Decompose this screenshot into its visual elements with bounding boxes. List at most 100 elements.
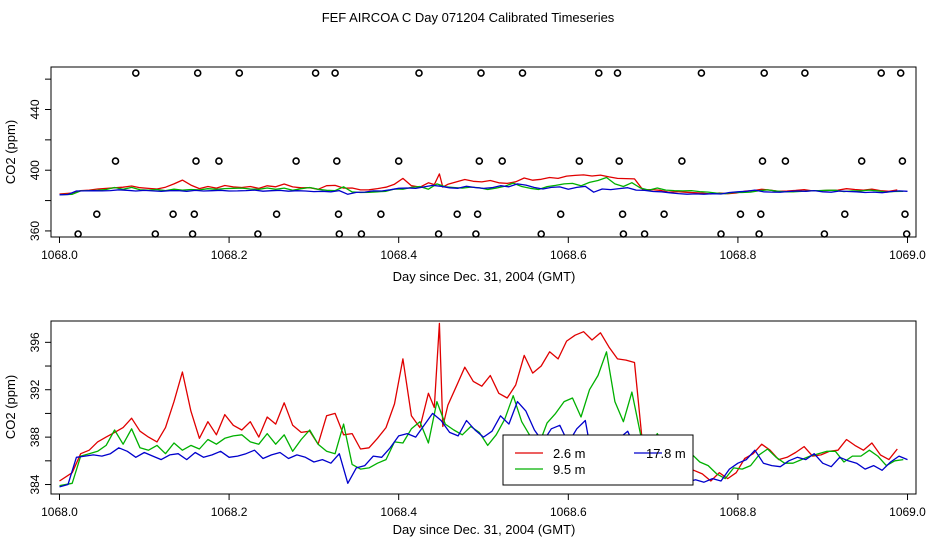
legend-label-17-8m: 17.8 m <box>646 446 686 461</box>
bottom-panel: 1068.0 1068.2 1068.4 1068.6 1068.8 1069.0 384 3… <box>3 320 926 537</box>
calibration-point <box>415 69 423 77</box>
calibration-point <box>781 157 790 165</box>
calibration-point <box>660 210 668 218</box>
calibration-point <box>898 157 907 165</box>
calibration-point <box>453 210 462 218</box>
calibration-point <box>357 230 366 238</box>
calibration-point <box>556 210 565 218</box>
calibration-point <box>619 230 628 238</box>
calibration-point <box>377 210 385 218</box>
calibration-point <box>877 69 886 77</box>
figure-title: FEF AIRCOA C Day 071204 Calibrated Times… <box>322 10 615 25</box>
calibration-point <box>901 210 909 218</box>
series-line-17-8-m <box>59 400 908 488</box>
calibration-point <box>74 230 82 238</box>
calibration-point <box>755 230 763 238</box>
calibration-point <box>820 230 829 238</box>
top-x-tick-label: 1068.0 <box>41 248 78 262</box>
top-x-tick-label: 1069.0 <box>889 248 926 262</box>
calibration-point <box>188 230 197 238</box>
top-panel: 1068.0 1068.2 1068.4 1068.6 1068.8 1069.0 360 4… <box>3 66 926 284</box>
calibration-point <box>472 230 480 238</box>
calibration-point <box>311 69 320 77</box>
calibration-point <box>192 157 200 165</box>
legend-label-2-6m: 2.6 m <box>553 446 586 461</box>
calibration-point <box>473 210 482 218</box>
top-y-tick-label: 360 <box>28 221 42 241</box>
calibration-point <box>434 230 443 238</box>
calibration-point <box>801 69 809 77</box>
calibration-point <box>151 230 160 238</box>
top-y-tick-label: 440 <box>28 99 42 119</box>
calibration-point <box>193 69 202 77</box>
calibration-point <box>477 69 485 77</box>
calibration-point <box>758 157 767 165</box>
calibration-point <box>678 157 686 165</box>
series-line-2-6-m <box>59 322 898 482</box>
calibration-point <box>334 210 343 218</box>
top-x-tick-label: 1068.4 <box>380 248 417 262</box>
calibration-point <box>332 157 341 165</box>
bottom-x-tick-label: 1068.2 <box>211 505 248 519</box>
legend-box <box>502 434 694 486</box>
legend: 2.6 m 9.5 m 17.8 m <box>502 434 694 486</box>
calibration-point <box>537 230 546 238</box>
calibration-point <box>215 157 223 165</box>
calibration-point <box>394 157 403 165</box>
calibration-point <box>756 210 765 218</box>
top-x-tick-label: 1068.8 <box>720 248 757 262</box>
bottom-y-tick-label: 384 <box>28 474 42 494</box>
calibration-point <box>615 157 624 165</box>
calibration-point <box>292 157 300 165</box>
bottom-y-tick-label: 392 <box>28 379 42 399</box>
bottom-series-lines <box>59 322 908 488</box>
calibration-point <box>760 69 769 77</box>
bottom-y-tick-label: 396 <box>28 332 42 352</box>
top-plot-frame <box>50 66 917 238</box>
calibration-point <box>613 69 622 77</box>
calibration-point <box>518 69 527 77</box>
calibration-point <box>132 69 140 77</box>
top-x-tick-label: 1068.2 <box>211 248 248 262</box>
calibration-point <box>840 210 849 218</box>
bottom-x-tick-label: 1069.0 <box>889 505 926 519</box>
bottom-plot-frame <box>50 320 917 495</box>
calibration-point <box>331 69 339 77</box>
top-series-line-17-8-m <box>59 183 908 196</box>
calibration-point <box>618 210 627 218</box>
calibration-points <box>74 69 911 238</box>
bottom-y-tick-label: 388 <box>28 427 42 447</box>
bottom-axes: 1068.0 1068.2 1068.4 1068.6 1068.8 1069.0 384 3… <box>28 332 926 519</box>
top-y-axis-label: CO2 (ppm) <box>3 120 18 184</box>
bottom-x-axis-label: Day since Dec. 31, 2004 (GMT) <box>393 522 576 537</box>
calibration-point <box>254 230 262 238</box>
calibration-point <box>111 157 120 165</box>
bottom-x-tick-label: 1068.0 <box>41 505 78 519</box>
top-y-tick-label: 400 <box>28 160 42 180</box>
bottom-x-tick-label: 1068.4 <box>380 505 417 519</box>
calibration-point <box>717 230 725 238</box>
series-line-9-5-m <box>59 351 904 487</box>
calibration-point <box>594 69 603 77</box>
top-x-tick-label: 1068.6 <box>550 248 587 262</box>
top-series-lines <box>59 173 908 196</box>
calibration-point <box>475 157 484 165</box>
calibration-point <box>190 210 199 218</box>
calibration-point <box>93 210 101 218</box>
calibration-point <box>169 210 177 218</box>
top-x-axis-label: Day since Dec. 31, 2004 (GMT) <box>393 269 576 284</box>
calibration-point <box>272 210 281 218</box>
calibration-point <box>902 230 911 238</box>
calibration-point <box>896 69 905 77</box>
calibration-point <box>335 230 344 238</box>
bottom-x-tick-label: 1068.6 <box>550 505 587 519</box>
top-axes: 1068.0 1068.2 1068.4 1068.6 1068.8 1069.0 360 4… <box>28 78 926 262</box>
calibration-point <box>498 157 507 165</box>
bottom-x-tick-label: 1068.8 <box>720 505 757 519</box>
bottom-y-axis-label: CO2 (ppm) <box>3 375 18 439</box>
calibration-point <box>736 210 745 218</box>
legend-label-9-5m: 9.5 m <box>553 462 586 477</box>
calibration-point <box>697 69 706 77</box>
calibration-point <box>640 230 649 238</box>
